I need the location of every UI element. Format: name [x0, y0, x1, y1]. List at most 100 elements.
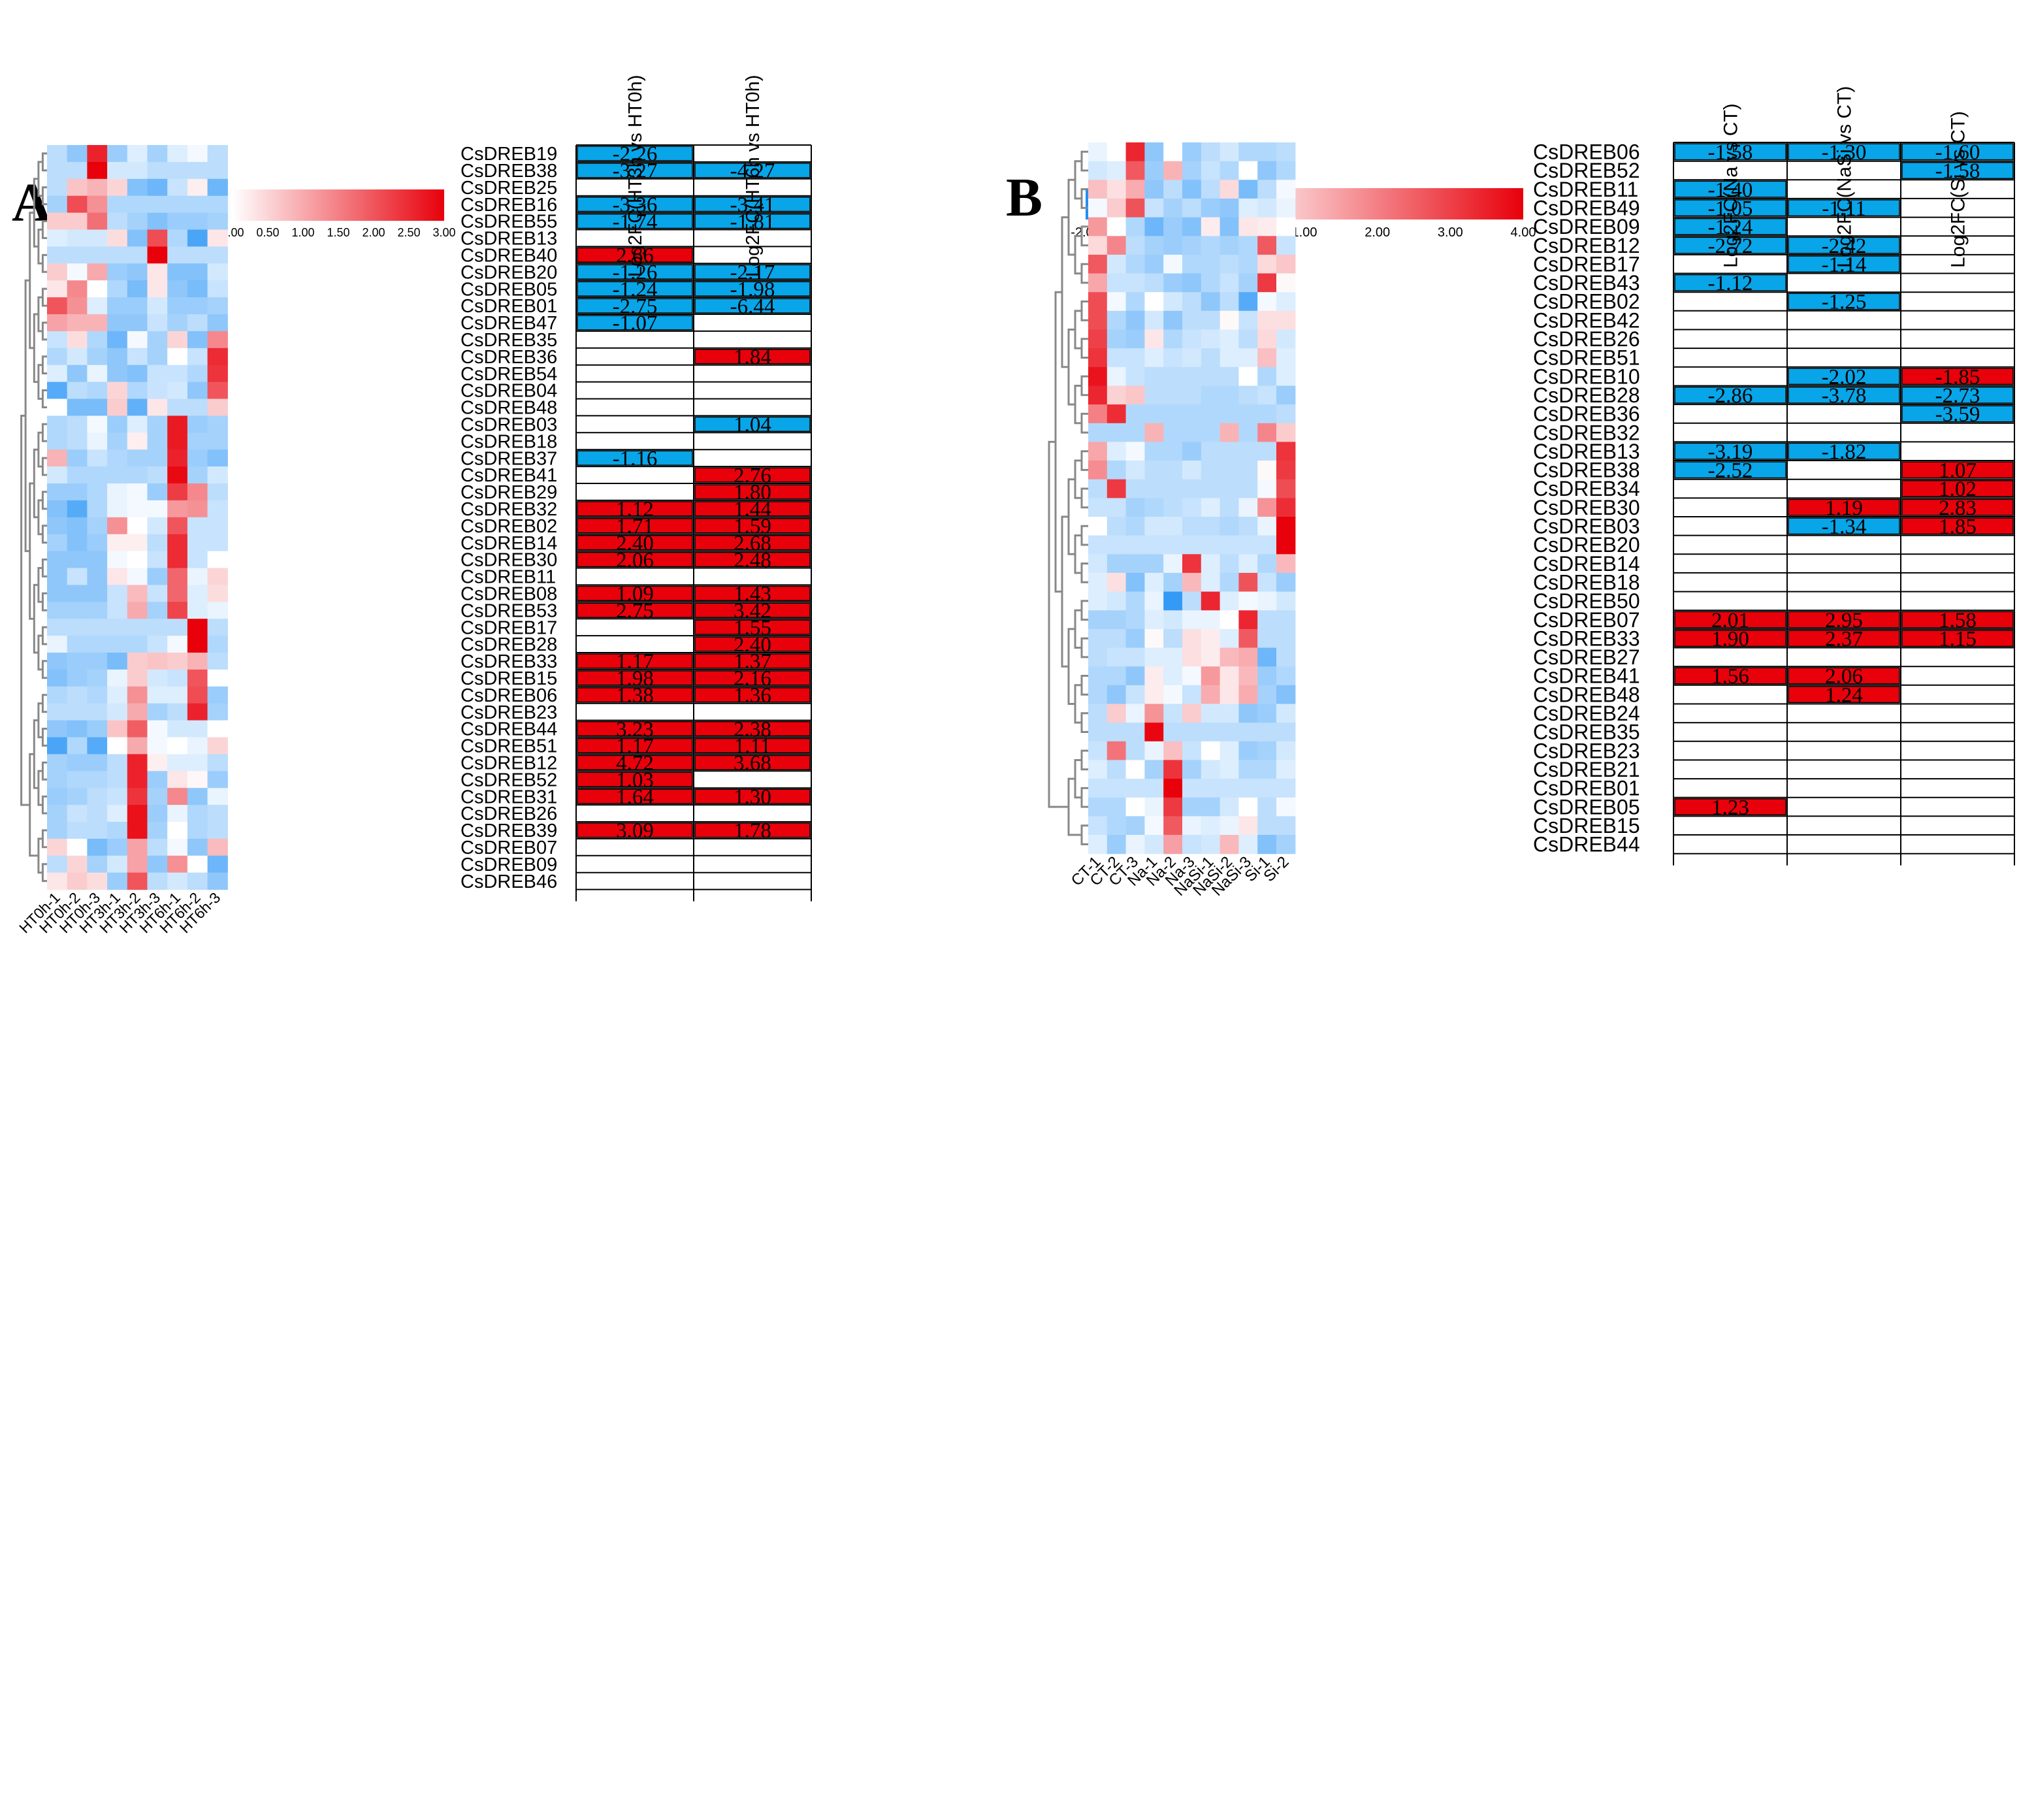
heatmap-cell — [1276, 161, 1296, 180]
heatmap-cell — [1276, 591, 1296, 611]
heatmap-cell — [167, 382, 188, 400]
heatmap-cell — [1125, 366, 1145, 387]
heatmap-cell — [87, 348, 108, 366]
heatmap-cell — [1144, 479, 1164, 498]
fc-value: 1.07 — [1939, 459, 1977, 483]
heatmap-cell — [1219, 779, 1239, 798]
heatmap-cell — [1106, 254, 1127, 274]
heatmap-cell — [1125, 423, 1145, 443]
heatmap-cell — [67, 568, 88, 585]
heatmap-cell — [147, 382, 168, 400]
gene-label: CsDREB15 — [460, 668, 557, 689]
heatmap-cell — [147, 872, 168, 890]
heatmap-cell — [127, 331, 148, 349]
fc-cell — [577, 687, 693, 703]
heatmap-cell — [127, 145, 148, 163]
heatmap-cell — [167, 229, 188, 247]
heatmap-cell — [67, 805, 88, 822]
fc-cell — [694, 822, 811, 838]
heatmap-cell — [107, 872, 128, 890]
heatmap-cell — [1106, 217, 1127, 236]
heatmap-cell — [127, 636, 148, 653]
fc-cell — [1901, 517, 2014, 535]
heatmap-cell — [1201, 741, 1221, 761]
heatmap-cell — [67, 365, 88, 383]
heatmap-cell — [147, 737, 168, 755]
heatmap-cell — [1182, 647, 1202, 667]
heatmap-cell — [1163, 498, 1183, 517]
heatmap-cell — [107, 822, 128, 839]
gene-label: CsDREB01 — [1533, 777, 1640, 800]
heatmap-cell — [1257, 254, 1277, 274]
heatmap-cell — [1201, 666, 1221, 686]
heatmap-cell — [127, 568, 148, 585]
heatmap-cell — [1201, 779, 1221, 798]
heatmap-cell — [1163, 572, 1183, 593]
dendrogram-branch — [1080, 525, 1088, 546]
heatmap-cell — [207, 805, 228, 822]
gene-label: CsDREB32 — [460, 499, 557, 520]
heatmap-cell — [1144, 666, 1164, 686]
heatmap-cell — [1257, 704, 1277, 723]
gene-label: CsDREB17 — [460, 617, 557, 638]
fc-value: 2.37 — [1825, 627, 1863, 651]
heatmap-cell — [147, 415, 168, 433]
heatmap-cell — [147, 822, 168, 839]
gene-label: CsDREB05 — [460, 279, 557, 300]
heatmap-cell — [67, 720, 88, 738]
heatmap-cell — [1201, 254, 1221, 274]
colorbar-tick-label: 1.00 — [1292, 225, 1317, 240]
heatmap-cell — [127, 195, 148, 214]
fc-cell — [577, 298, 693, 314]
gene-label: CsDREB09 — [1533, 215, 1640, 238]
heatmap-cell — [87, 449, 108, 467]
heatmap-cell — [167, 314, 188, 332]
heatmap-cell — [187, 161, 208, 180]
gene-label: CsDREB48 — [1533, 683, 1640, 706]
heatmap-cell — [207, 737, 228, 755]
heatmap-cell — [187, 568, 208, 585]
fc-cell — [1788, 630, 1900, 647]
fc-column-header: Log2FC(HT6h vs HT0h) — [743, 75, 764, 277]
dendrogram-branch — [41, 660, 47, 679]
heatmap-cell — [127, 855, 148, 873]
heatmap-cell — [127, 229, 148, 247]
gene-label: CsDREB18 — [460, 431, 557, 452]
fc-value: -1.11 — [1822, 197, 1866, 221]
fc-cell — [694, 602, 811, 618]
heatmap-cell — [107, 686, 128, 704]
heatmap-cell — [1125, 329, 1145, 349]
heatmap-cell — [1182, 535, 1202, 555]
heatmap-cell — [1201, 198, 1221, 218]
heatmap-cell — [1219, 385, 1239, 405]
heatmap-cell — [67, 754, 88, 772]
heatmap-cell — [1182, 835, 1202, 854]
heatmap-cell — [1106, 142, 1127, 162]
heatmap-cell — [1088, 647, 1108, 667]
gene-label: CsDREB36 — [1533, 402, 1640, 426]
heatmap-cell — [167, 297, 188, 315]
heatmap-b-column-labels: CT-1CT-2CT-3Na-1Na-2Na-3NaSi-1NaSi-2NaSi… — [1068, 853, 1293, 900]
heatmap-cell — [207, 212, 228, 231]
gene-label: CsDREB26 — [460, 804, 557, 824]
heatmap-cell — [127, 432, 148, 450]
heatmap-cell — [147, 703, 168, 721]
heatmap-cell — [1144, 816, 1164, 836]
heatmap-cell — [187, 415, 208, 433]
gene-label: CsDREB04 — [460, 381, 557, 402]
heatmap-cell — [1182, 741, 1202, 761]
heatmap-cell — [207, 314, 228, 332]
fc-cell — [1901, 461, 2014, 479]
gene-label: CsDREB20 — [460, 262, 557, 283]
fc-cell — [1674, 611, 1786, 628]
fc-cell — [1674, 798, 1786, 816]
heatmap-cell — [1144, 835, 1164, 854]
heatmap-cell — [147, 483, 168, 501]
heatmap-cell — [167, 534, 188, 552]
heatmap-cell — [87, 822, 108, 839]
heatmap-cell — [1088, 180, 1108, 199]
fc-cell — [694, 738, 811, 754]
heatmap-cell — [1219, 591, 1239, 611]
heatmap-cell — [1257, 180, 1277, 199]
heatmap-cell — [147, 500, 168, 518]
